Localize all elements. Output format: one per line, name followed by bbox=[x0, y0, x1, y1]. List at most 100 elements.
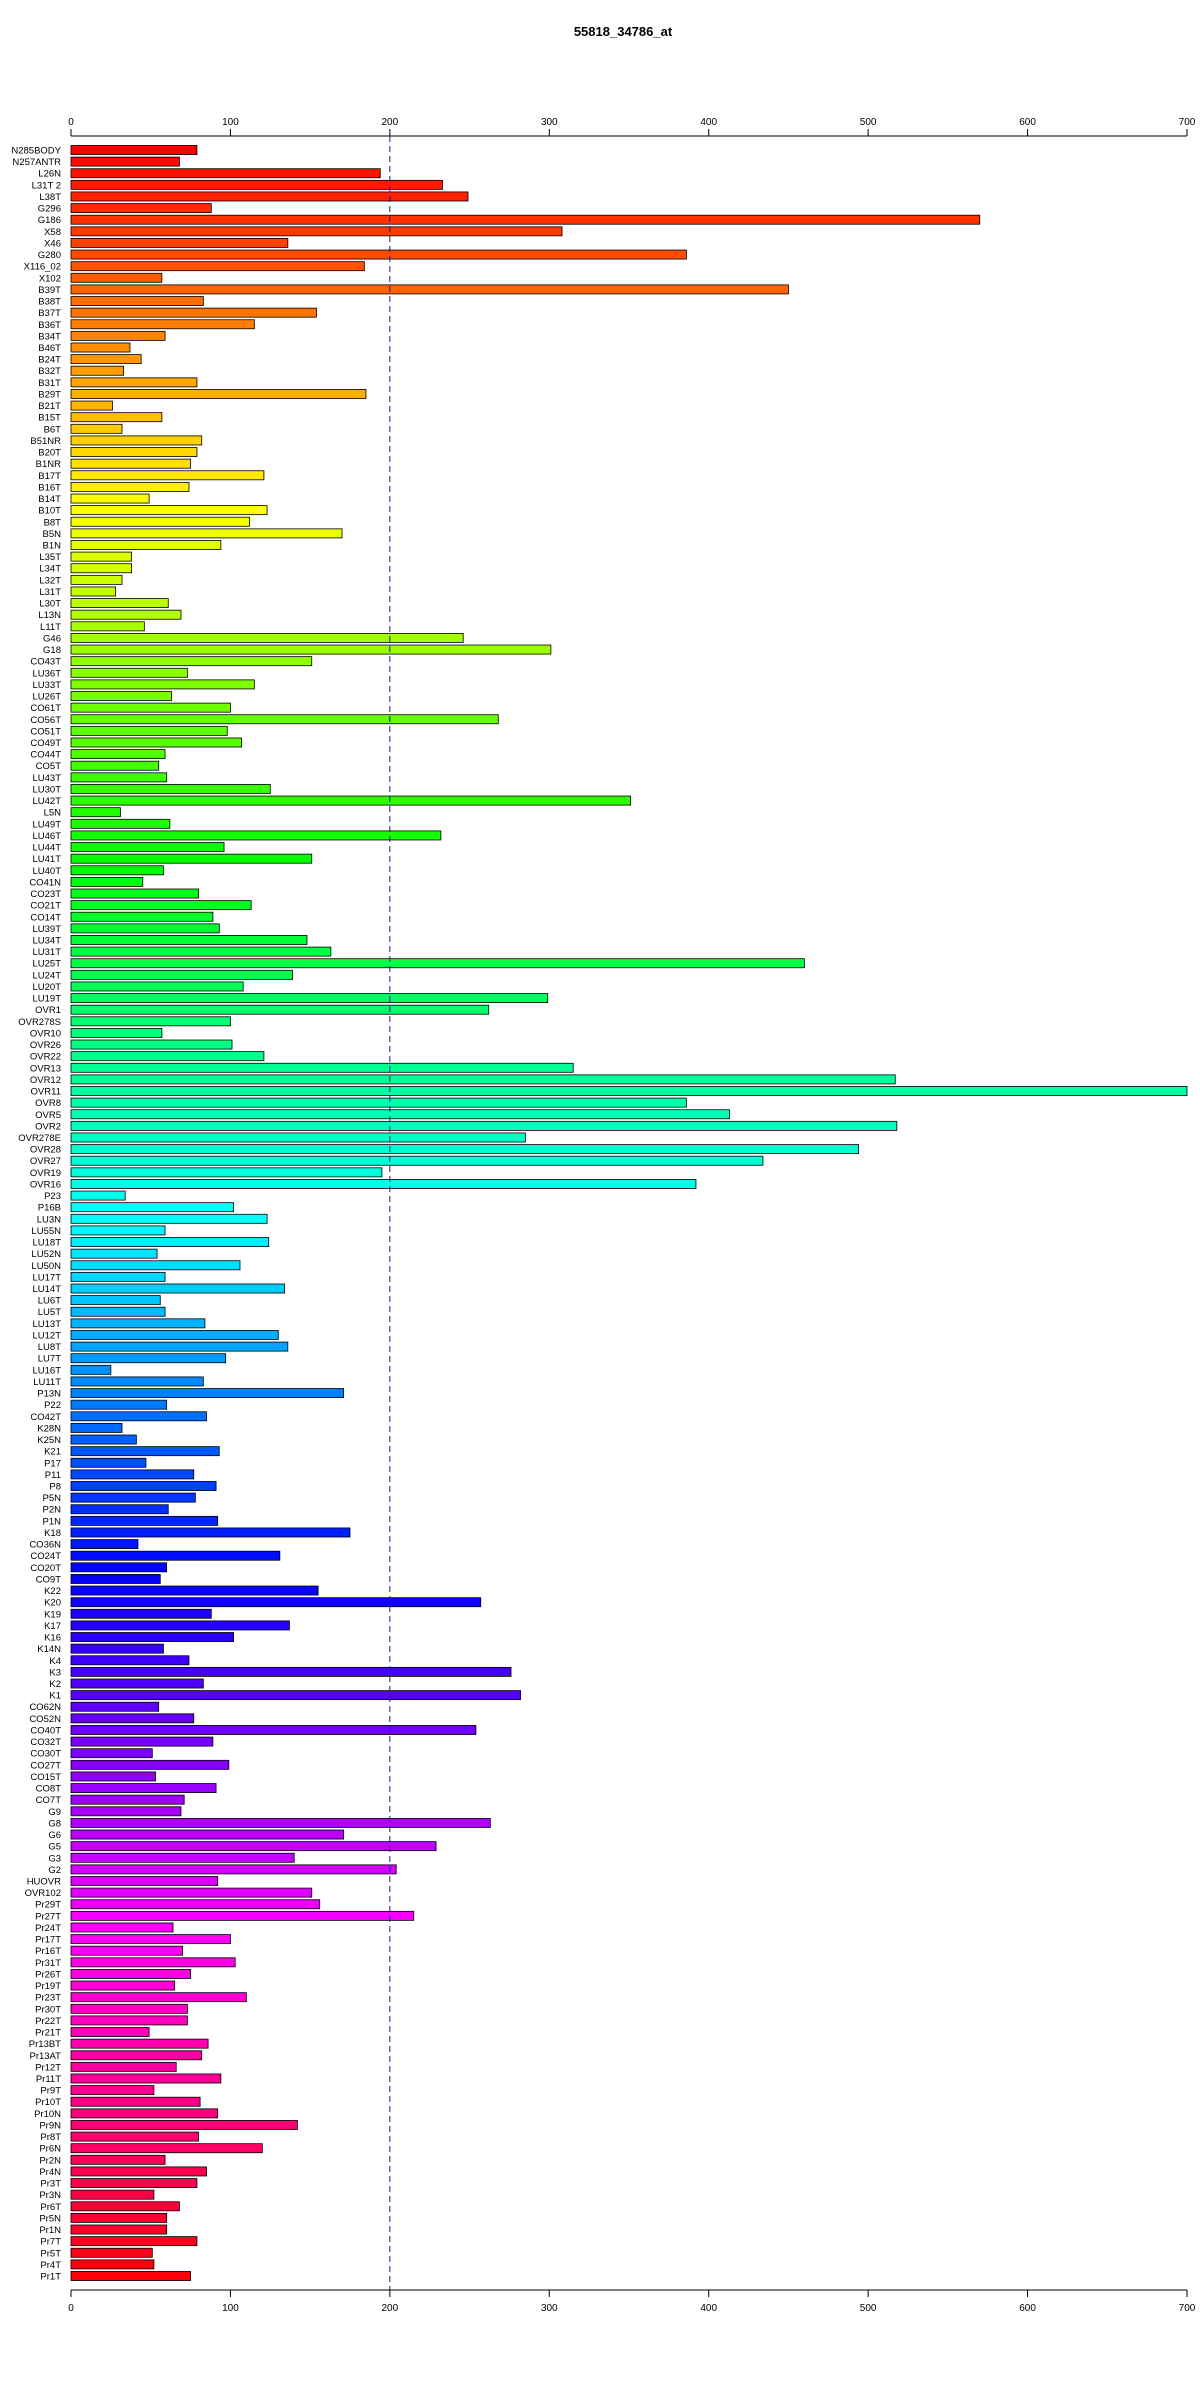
tick-label: 300 bbox=[541, 2303, 558, 2314]
category-label: L30T bbox=[39, 599, 61, 610]
bar bbox=[70, 1597, 482, 1608]
category-label: Pr21T bbox=[35, 2028, 61, 2039]
bar bbox=[70, 633, 464, 643]
category-label: G296 bbox=[38, 204, 61, 215]
bar bbox=[70, 1225, 166, 1236]
category-label: G2 bbox=[48, 1865, 61, 1876]
bar bbox=[70, 656, 313, 667]
category-label: LU5T bbox=[38, 1307, 61, 1318]
bar bbox=[70, 888, 199, 899]
category-label: Pr5T bbox=[40, 2248, 61, 2259]
bar bbox=[70, 412, 163, 423]
category-label: L26N bbox=[38, 169, 61, 180]
tick-label: 0 bbox=[68, 2303, 74, 2314]
tick-label: 600 bbox=[1019, 2303, 1036, 2314]
category-label: K16 bbox=[44, 1633, 61, 1644]
top-axis: 0 100 200 300 400 500 600 700 bbox=[68, 117, 1196, 137]
tick-label: 200 bbox=[382, 117, 399, 128]
bar bbox=[70, 2201, 180, 2212]
bar bbox=[70, 516, 250, 527]
bar bbox=[70, 2143, 263, 2154]
category-label: LU26T bbox=[32, 692, 61, 703]
bar bbox=[70, 1434, 137, 1445]
bar bbox=[70, 1260, 241, 1271]
category-label: K17 bbox=[44, 1621, 61, 1632]
bar bbox=[70, 2038, 209, 2049]
bar bbox=[70, 1910, 415, 1921]
category-label: CO15T bbox=[30, 1772, 61, 1783]
category-label: Pr9T bbox=[40, 2086, 61, 2097]
bar bbox=[70, 1155, 764, 1166]
category-label: Pr10N bbox=[34, 2109, 61, 2120]
category-label: CO5T bbox=[36, 761, 62, 772]
bar bbox=[70, 876, 144, 887]
bar bbox=[70, 319, 255, 330]
bar bbox=[70, 1027, 163, 1038]
category-label: B5N bbox=[43, 529, 62, 540]
bar bbox=[70, 1934, 231, 1945]
category-label: G8 bbox=[48, 1818, 61, 1829]
bar bbox=[70, 435, 203, 446]
category-label: N285BODY bbox=[11, 146, 61, 157]
bar bbox=[70, 1446, 220, 1457]
category-label: K18 bbox=[44, 1528, 61, 1539]
bar bbox=[70, 981, 244, 992]
tick-label: 100 bbox=[222, 117, 239, 128]
category-label: LU52N bbox=[31, 1249, 61, 1260]
bar bbox=[70, 935, 308, 945]
bar bbox=[70, 377, 198, 388]
category-label: CO20T bbox=[30, 1563, 61, 1574]
bar bbox=[70, 2189, 155, 2200]
category-label: LU6T bbox=[38, 1296, 61, 1307]
category-label: LU34T bbox=[32, 935, 61, 946]
bar bbox=[70, 1295, 161, 1306]
bar bbox=[70, 1388, 345, 1399]
category-label: LU36T bbox=[32, 668, 61, 679]
category-label: LU30T bbox=[32, 784, 61, 795]
category-label: Pr9N bbox=[39, 2120, 61, 2131]
category-label: LU19T bbox=[32, 994, 61, 1005]
tick-label: 500 bbox=[860, 117, 877, 128]
bar bbox=[70, 795, 631, 806]
category-label: B1N bbox=[43, 540, 62, 551]
category-label: CO14T bbox=[30, 912, 61, 923]
tick-label: 400 bbox=[700, 117, 717, 128]
bar bbox=[70, 2224, 168, 2235]
category-label: OVR5 bbox=[35, 1110, 61, 1121]
category-label: CO42T bbox=[30, 1412, 61, 1423]
bar bbox=[70, 505, 268, 516]
category-label: P2N bbox=[43, 1505, 62, 1516]
category-label: L34T bbox=[39, 564, 61, 575]
category-label: P22 bbox=[44, 1400, 61, 1411]
category-label: K3 bbox=[49, 1667, 61, 1678]
category-label: G6 bbox=[48, 1830, 61, 1841]
category-label: OVR26 bbox=[30, 1040, 61, 1051]
category-label: L5N bbox=[44, 808, 62, 819]
bar bbox=[70, 1585, 319, 1596]
category-label: CO62N bbox=[29, 1702, 61, 1713]
bar bbox=[70, 1132, 526, 1143]
bar bbox=[70, 1051, 265, 1062]
bar bbox=[70, 958, 805, 969]
bar bbox=[70, 330, 166, 341]
bar bbox=[70, 609, 182, 620]
category-label: OVR278E bbox=[18, 1133, 61, 1144]
bar bbox=[70, 725, 228, 736]
category-label: Pr1T bbox=[40, 2272, 61, 2283]
category-label: K20 bbox=[44, 1598, 61, 1609]
bar bbox=[70, 1504, 169, 1515]
bar bbox=[70, 1643, 164, 1654]
bar bbox=[70, 1771, 156, 1782]
bar bbox=[70, 2027, 150, 2037]
bar bbox=[70, 807, 121, 818]
bar bbox=[70, 2259, 155, 2270]
category-label: CO51T bbox=[30, 726, 61, 737]
category-label: Pr13AT bbox=[29, 2051, 61, 2062]
bar bbox=[70, 946, 332, 957]
category-label: LU44T bbox=[32, 843, 61, 854]
bar bbox=[70, 1632, 235, 1642]
bar bbox=[70, 1783, 217, 1793]
bar bbox=[70, 1527, 351, 1538]
category-label: B32T bbox=[38, 366, 61, 377]
bar bbox=[70, 1422, 123, 1433]
